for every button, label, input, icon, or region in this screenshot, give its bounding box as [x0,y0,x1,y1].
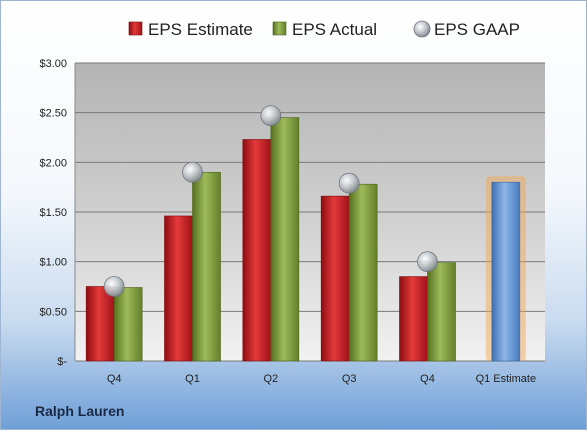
y-axis: $- $0.50 $1.00 $1.50 $2.00 $2.50 $3.00 [39,58,76,368]
bar-eps-actual [348,183,378,362]
bar-eps-estimate [85,286,115,362]
company-name: Ralph Lauren [35,403,125,419]
gaap-markers [103,105,438,297]
bar-eps-actual [270,117,300,362]
marker-eps-gaap [260,105,282,127]
marker-eps-gaap [338,172,360,194]
legend-swatch [128,21,143,36]
bar-eps-estimate [164,215,193,362]
x-tick-label: Q2 [263,373,278,385]
marker-eps-gaap [103,276,125,297]
y-tick-label: $2.50 [39,108,67,120]
bar-eps-actual [113,287,143,362]
x-tick-label: Q4 [420,373,435,385]
legend-swatch [272,21,287,36]
x-tick-label: Q1 Estimate [476,373,537,385]
x-tick-label: Q1 [185,373,200,385]
x-tick-label: Q4 [107,373,122,385]
x-tick-label: Q3 [342,373,357,385]
marker-eps-gaap [182,161,203,183]
legend: EPS Estimate EPS Actual EPS GAAP [128,20,520,39]
bar-eps-estimate-forecast [491,181,521,362]
marker-eps-gaap [417,251,438,273]
y-tick-label: $1.50 [39,207,67,219]
y-tick-label: $2.00 [39,157,67,169]
y-tick-label: $0.50 [39,306,67,318]
y-tick-label: $3.00 [39,58,67,70]
y-tick-label: $1.00 [39,257,67,269]
legend-swatch [413,20,431,38]
legend-label: EPS Actual [292,20,377,39]
legend-label: EPS GAAP [434,20,520,39]
bar-eps-actual [427,262,456,362]
bar-eps-estimate [320,195,350,362]
legend-label: EPS Estimate [148,20,253,39]
bar-eps-estimate [242,139,272,362]
gridlines [75,62,545,362]
bars [85,117,526,362]
y-tick-label: $- [57,356,67,368]
x-axis: Q4 Q1 Q2 Q3 Q4 Q1 Estimate [107,373,536,385]
bar-eps-actual [192,171,221,362]
bar-eps-estimate [399,276,428,362]
